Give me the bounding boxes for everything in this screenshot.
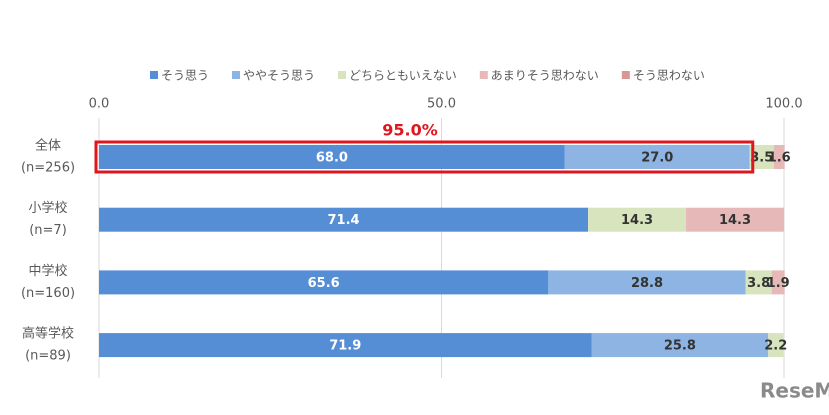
bar-segment [591,333,769,358]
bar-segment [749,145,774,169]
y-tick-label: (n=7) [29,223,67,238]
legend-label: そう思う [161,69,209,83]
legend-swatch [479,71,488,79]
data-label: 71.4 [328,213,360,228]
data-label: 71.9 [329,339,361,354]
bar-segment [99,333,592,358]
legend-swatch [150,71,158,79]
y-tick-label: (n=89) [25,349,71,364]
bar-segment [588,207,687,232]
legend-swatch [621,71,630,79]
y-tick-label: 高等学校 [22,326,74,342]
legend-label: あまりそう思わない [491,69,599,83]
bar-segment [99,207,589,232]
legend-label: どちらともいえない [349,69,457,83]
y-tick-label: (n=160) [21,286,75,301]
y-tick-label: (n=256) [21,161,75,176]
y-tick-label: 全体 [35,138,61,154]
data-label: 14.3 [719,213,751,228]
data-label: 14.3 [621,213,653,228]
legend-label: ややそう思う [243,69,315,83]
x-tick-label: 100.0 [765,97,802,112]
data-label: 3.8 [747,276,770,291]
legend-label: そう思わない [633,69,705,83]
data-label: 65.6 [308,276,340,291]
bar-segment [686,207,784,232]
data-label: 27.0 [641,151,673,166]
x-tick-label: 0.0 [89,97,110,112]
data-label: 2.2 [764,339,787,354]
bar-segment [564,145,750,169]
bar-segment [773,145,785,169]
bar-segment [768,333,784,358]
data-label: 1.6 [768,151,791,166]
highlight-box [94,140,755,174]
annotation-label: 95.0% [382,121,438,140]
bar-segment [548,270,746,295]
bar-segment [99,270,549,295]
bar-segment [99,145,565,169]
watermark: ReseMom [760,379,829,403]
data-label: 25.8 [664,339,696,354]
legend-swatch [232,71,241,79]
y-tick-label: 小学校 [28,200,67,216]
x-tick-label: 50.0 [427,97,456,112]
data-label: 28.8 [631,276,663,291]
bar-segment [771,270,785,295]
data-label: 1.9 [767,276,790,291]
data-label: 3.5 [750,151,773,166]
y-tick-label: 中学校 [28,263,67,279]
bar-segment [745,270,772,295]
legend-swatch [338,71,347,79]
data-label: 68.0 [316,151,348,166]
